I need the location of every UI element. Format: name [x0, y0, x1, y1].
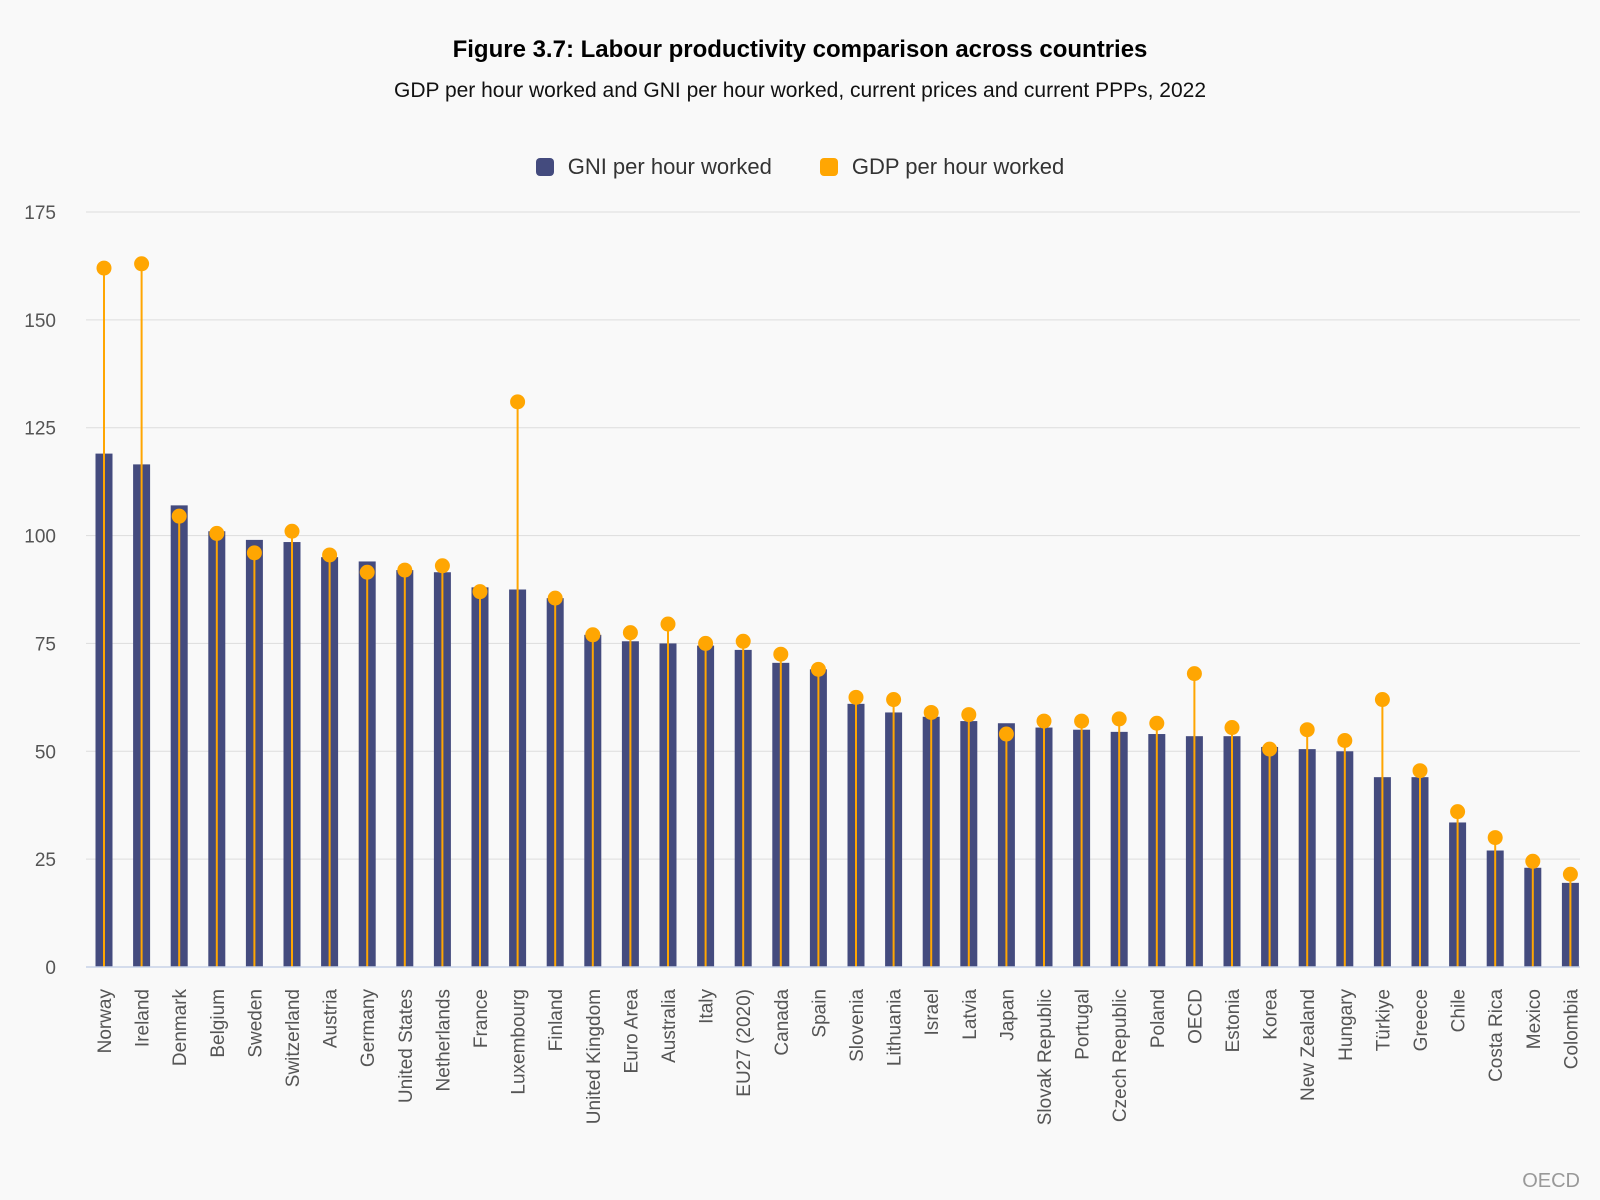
dot-gdp: [1036, 713, 1052, 729]
x-tick-label: Mexico: [1524, 989, 1545, 1049]
x-tick-label: United States: [396, 989, 417, 1103]
dot-gdp: [810, 661, 826, 677]
y-tick-label: 175: [24, 203, 56, 224]
x-tick-label: Germany: [358, 989, 379, 1068]
dot-gdp: [134, 256, 150, 272]
x-tick-label: Denmark: [170, 989, 191, 1067]
x-tick-label: Belgium: [208, 989, 229, 1058]
y-tick-label: 75: [35, 634, 56, 655]
x-tick-label: Sweden: [245, 989, 266, 1058]
legend-label-gdp: GDP per hour worked: [851, 154, 1065, 179]
x-tick-label: Hungary: [1336, 989, 1357, 1061]
dot-gdp: [622, 625, 638, 641]
y-tick-label: 125: [24, 419, 56, 440]
x-tick-label: Norway: [95, 989, 116, 1054]
dot-gdp: [660, 616, 676, 632]
x-tick-label: Korea: [1261, 989, 1282, 1040]
x-tick-label: Canada: [772, 989, 793, 1056]
y-tick-label: 150: [24, 311, 56, 332]
legend: GNI per hour worked GDP per hour worked: [0, 154, 1600, 180]
y-tick-label: 100: [24, 527, 56, 548]
dot-gdp: [1525, 853, 1541, 869]
y-tick-label: 0: [45, 958, 56, 979]
dot-gdp: [773, 646, 789, 662]
x-tick-label: Slovenia: [847, 989, 868, 1062]
legend-swatch-gdp: [819, 158, 838, 176]
x-tick-label: Luxembourg: [509, 989, 530, 1095]
chart-subtitle: GDP per hour worked and GNI per hour wor…: [393, 79, 1207, 102]
y-tick-label: 50: [35, 742, 56, 763]
x-tick-label: New Zealand: [1298, 989, 1319, 1101]
dot-gdp: [923, 704, 939, 720]
x-tick-label: Switzerland: [283, 989, 304, 1087]
dot-gdp: [735, 633, 751, 649]
x-tick-label: Japan: [997, 989, 1018, 1041]
x-tick-label: Estonia: [1223, 989, 1244, 1053]
dot-gdp: [585, 627, 601, 643]
x-tick-label: Austria: [321, 989, 342, 1049]
dot-gdp: [322, 547, 338, 563]
legend-label-gni: GNI per hour worked: [567, 154, 772, 179]
dot-gdp: [472, 584, 488, 600]
dot-gdp: [1374, 692, 1390, 708]
dot-gdp: [246, 545, 262, 561]
x-tick-label: Chile: [1449, 989, 1470, 1032]
x-tick-label: Colombia: [1561, 989, 1582, 1070]
dot-gdp: [1412, 763, 1428, 779]
dot-gdp: [397, 562, 413, 578]
dot-gdp: [886, 692, 902, 708]
x-tick-label: Poland: [1148, 989, 1169, 1048]
dot-gdp: [961, 707, 977, 723]
dot-gdp: [1074, 713, 1090, 729]
dot-gdp: [284, 523, 300, 539]
chart-title: Figure 3.7: Labour productivity comparis…: [452, 36, 1148, 63]
dot-gdp: [1149, 715, 1165, 731]
dot-gdp: [209, 525, 225, 541]
legend-item-gdp[interactable]: GDP per hour worked: [819, 154, 1065, 180]
x-tick-label: Greece: [1411, 989, 1432, 1051]
dot-gdp: [434, 558, 450, 574]
dot-gdp: [1224, 720, 1240, 736]
x-tick-label: Portugal: [1073, 989, 1094, 1060]
dot-gdp: [510, 394, 526, 410]
dot-gdp: [359, 564, 375, 580]
legend-item-gni[interactable]: GNI per hour worked: [535, 154, 772, 180]
x-tick-label: United Kingdom: [584, 989, 605, 1124]
x-tick-label: OECD: [1185, 989, 1206, 1044]
x-tick-label: Italy: [697, 989, 718, 1024]
dot-gdp: [171, 508, 187, 524]
x-tick-label: Australia: [659, 989, 680, 1063]
dot-gdp: [1186, 666, 1202, 682]
dot-gdp: [1337, 733, 1353, 748]
x-tick-label: Lithuania: [885, 989, 906, 1067]
x-tick-label: Costa Rica: [1486, 989, 1507, 1082]
dot-gdp: [1111, 711, 1127, 727]
dot-gdp: [998, 726, 1014, 742]
dot-gdp: [1262, 741, 1278, 757]
x-tick-label: France: [471, 989, 492, 1048]
source-label: OECD: [1522, 1170, 1580, 1192]
x-tick-label: Slovak Republic: [1035, 989, 1056, 1125]
legend-swatch-gni: [535, 158, 554, 176]
dot-gdp: [698, 635, 714, 651]
y-tick-label: 25: [35, 850, 56, 871]
dot-gdp: [848, 689, 864, 705]
x-tick-label: Euro Area: [621, 989, 642, 1074]
x-tick-label: EU27 (2020): [734, 989, 755, 1097]
dot-gdp: [547, 590, 563, 606]
x-tick-label: Czech Republic: [1110, 989, 1131, 1122]
dot-gdp: [1487, 830, 1503, 846]
x-tick-label: Latvia: [960, 989, 981, 1040]
dot-gdp: [1562, 866, 1578, 882]
dot-gdp: [1450, 804, 1466, 820]
x-tick-label: Spain: [809, 989, 830, 1038]
dot-gdp: [1299, 722, 1315, 738]
x-tick-label: Netherlands: [433, 989, 454, 1091]
dot-gdp: [96, 260, 112, 276]
x-tick-label: Türkiye: [1373, 989, 1394, 1051]
x-tick-label: Finland: [546, 989, 567, 1051]
x-tick-label: Israel: [922, 989, 943, 1035]
x-tick-label: Ireland: [133, 989, 154, 1047]
